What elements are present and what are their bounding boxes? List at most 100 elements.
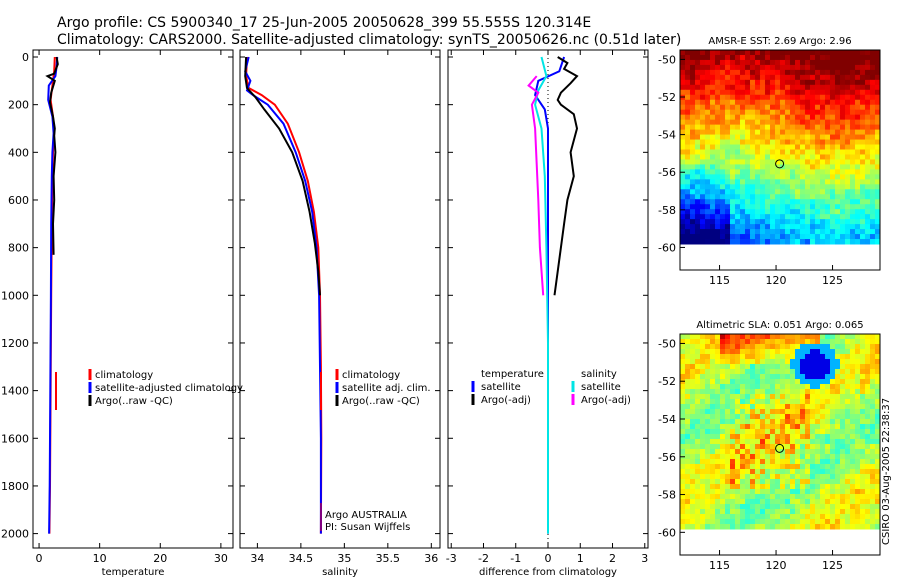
sla_map-cell (710, 479, 716, 485)
sst_map-cell (870, 50, 876, 56)
figure-title-line1: Argo profile: CS 5900340_17 25-Jun-2005 … (57, 15, 591, 31)
sla_map-cell (680, 449, 686, 455)
sst_map-cell (755, 79, 761, 86)
sla_map-cell (800, 429, 806, 435)
sst_map-cell (825, 119, 831, 126)
sla_map-cell (730, 444, 736, 450)
sla_map-cell (805, 429, 811, 435)
sla_map-cell (745, 524, 751, 530)
sla_map-cell (875, 499, 881, 505)
sst_map-cell (725, 109, 731, 116)
sla_map-cell (705, 414, 711, 420)
sst_map-cell (690, 189, 696, 195)
depth-ytick-label: 2000 (1, 528, 29, 541)
sst_map-cell (855, 154, 861, 160)
sla_map-cell (835, 389, 841, 395)
sst_map-cell (720, 64, 726, 71)
sla_map-cell (875, 344, 881, 350)
sla_map-cell (870, 509, 876, 515)
sla_map-cell (695, 379, 701, 385)
sla_map-cell (765, 494, 771, 500)
sla_map-cell (685, 399, 691, 405)
side-label: CSIRO 03-Aug-2005 22:38:37 (881, 398, 892, 545)
sst_map-cell (680, 134, 686, 141)
sst_map-frame (679, 49, 881, 271)
sst_map-cell (695, 99, 701, 106)
sst_map-cell (705, 109, 711, 116)
sla_map-cell (690, 419, 696, 425)
sla_map-cell (760, 444, 766, 450)
sla_map-cell (750, 459, 756, 465)
sla_map-cell (715, 379, 721, 385)
sst_map-cell (695, 144, 701, 150)
sst_map-cell (705, 104, 711, 111)
sst_map-cell (855, 234, 861, 240)
sla_map-cell (770, 504, 776, 510)
sla_map-cell (750, 444, 756, 450)
sst_map-cell (685, 134, 691, 141)
sst_map-cell (705, 124, 711, 131)
sst_map-cell (775, 119, 781, 126)
sst_map-cell (840, 214, 846, 220)
sla_map-cell (830, 394, 836, 400)
sla_map-cell (860, 399, 866, 405)
sla_map-cell (750, 409, 756, 415)
sla_map-cell (695, 344, 701, 350)
sst_map-cell (750, 149, 756, 155)
sla_map-cell (775, 404, 781, 410)
sla_map-cell (770, 444, 776, 450)
sla_map-cell (860, 379, 866, 385)
sst_map-cell (870, 79, 876, 86)
sla_map-cell (785, 484, 791, 490)
sst_map-cell (790, 189, 796, 195)
sla_map-cell (720, 519, 726, 525)
sla_map-cell (820, 394, 826, 400)
sst_map-cell (695, 50, 701, 56)
sla_map-cell (815, 464, 821, 470)
sst_map-cell (875, 189, 881, 195)
sst_map-cell (870, 149, 876, 155)
sla_map-cell (845, 419, 851, 425)
difference-series-temperature-argo-adj- (553, 56, 579, 296)
sst_map-cell (715, 164, 721, 170)
sla_map-cell (835, 469, 841, 475)
sla_map-cell (745, 424, 751, 430)
sla_map-cell (830, 439, 836, 445)
sst_map-cell (785, 154, 791, 160)
sst_map-cell (780, 234, 786, 240)
sla_map-cell (850, 489, 856, 495)
sla_map-cell (815, 459, 821, 465)
sst_map-cell (795, 59, 801, 66)
sla_map-cell (760, 439, 766, 445)
sst_map-cell (805, 104, 811, 111)
sla_map-cell (850, 359, 856, 365)
sst_map-cell (705, 184, 711, 190)
sst_map-cell (765, 199, 771, 205)
sst_map-cell (710, 144, 716, 150)
sst_map-cell (715, 119, 721, 126)
sst_map-cell (720, 134, 726, 141)
sst_map-cell (695, 234, 701, 240)
sst_map-cell (855, 99, 861, 106)
sla_map-cell (770, 489, 776, 495)
sst_map-cell (700, 79, 706, 86)
sla_map-cell (785, 509, 791, 515)
sst_map-cell (780, 84, 786, 91)
sla_map-cell (875, 424, 881, 430)
sst_map-cell (845, 229, 851, 235)
sst_map-cell (790, 224, 796, 230)
sla_map-cell (815, 489, 821, 495)
sla_map-cell (690, 504, 696, 510)
sla_map-cell (810, 459, 816, 465)
sla_map-cell (750, 514, 756, 520)
sst_map-cell (755, 214, 761, 220)
sst_map-cell (710, 134, 716, 141)
sla_map-cell (810, 429, 816, 435)
sst_map-cell (770, 89, 776, 96)
sla_map-cell (825, 524, 831, 530)
sla_map-cell (735, 499, 741, 505)
sla_map-cell (725, 364, 731, 370)
sst_map-cell (755, 89, 761, 96)
sst_map-cell (700, 124, 706, 131)
sla_map-cell (720, 499, 726, 505)
